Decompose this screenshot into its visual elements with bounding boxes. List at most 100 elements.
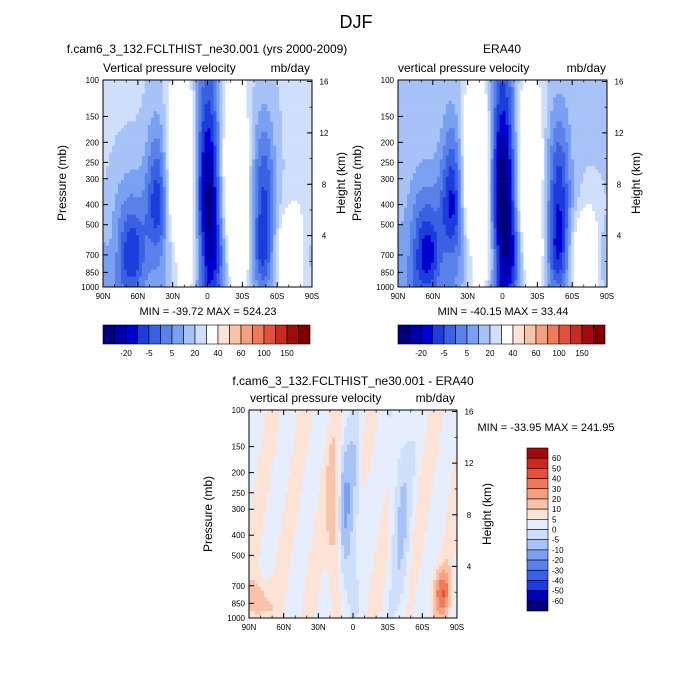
panel-model-cell: [228, 249, 232, 253]
panel-model-cell: [300, 221, 304, 226]
panel-era40-cell: [475, 104, 479, 108]
panel-model-cell: [177, 107, 181, 112]
panel-model-cell: [156, 114, 161, 119]
panel-model-cell: [103, 128, 107, 133]
panel-model-cell: [246, 197, 250, 202]
panel-model-cell: [201, 124, 205, 129]
panel-model-cell: [243, 283, 247, 288]
panel-model-cell: [234, 124, 238, 129]
panel-era40-cell: [487, 104, 491, 108]
panel-model-cell: [255, 197, 259, 202]
panel-model-cell: [168, 207, 172, 212]
panel-model-cell: [171, 266, 175, 271]
panel-model-cell: [237, 190, 241, 195]
panel-era40-cell: [484, 107, 488, 112]
panel-model-cell: [216, 269, 220, 274]
panel-model-cell: [111, 135, 116, 139]
panel-model-cell: [135, 259, 140, 264]
panel-model-cell: [126, 259, 131, 264]
panel-model-cell: [255, 280, 259, 284]
panel-model-cell: [276, 90, 280, 95]
panel-model-cell: [267, 242, 271, 246]
panel-model-cell: [192, 114, 196, 119]
panel-model-cell: [135, 218, 140, 222]
panel-model-cell: [156, 80, 161, 84]
panel-model-cell: [213, 252, 217, 257]
panel-era40-cell: [484, 111, 488, 115]
panel-era40-cell: [514, 90, 518, 95]
panel-model-cell: [288, 166, 292, 170]
panel-era40-cell: [595, 100, 599, 105]
panel-model-cell: [300, 231, 304, 236]
panel-model-cell: [153, 97, 158, 101]
panel-model-cell: [162, 193, 166, 198]
panel-model-cell: [267, 104, 271, 108]
panel-model-cell: [177, 121, 181, 126]
panel-model-cell: [204, 252, 208, 257]
panel-era40-cell: [433, 97, 438, 101]
panel-model-cell: [147, 169, 152, 174]
panel-model-cell: [168, 283, 172, 288]
panel-era40-cell: [559, 100, 563, 105]
panel-model-cell: [282, 259, 286, 264]
panel-model-cell: [141, 131, 146, 136]
panel-era40-cell: [547, 107, 551, 112]
panel-model-cell: [174, 142, 178, 146]
panel-model-cell: [204, 193, 208, 198]
panel-model-cell: [189, 111, 193, 115]
panel-model-cell: [255, 238, 259, 243]
panel-model-cell: [213, 121, 217, 126]
panel-model-cell: [138, 211, 143, 215]
panel-model-cell: [171, 131, 175, 136]
panel-era40-cell: [541, 93, 545, 98]
panel-era40-cell: [457, 97, 461, 101]
panel-model-cell: [258, 169, 262, 174]
panel-model-cell: [288, 255, 292, 260]
panel-model-cell: [114, 162, 119, 167]
panel-model-cell: [249, 211, 253, 215]
panel-model-cell: [147, 211, 152, 215]
panel-model-cell: [123, 104, 128, 108]
panel-model-cell: [129, 152, 134, 157]
panel-model-cell: [300, 283, 304, 288]
panel-model-cell: [297, 104, 301, 108]
panel-model-cell: [264, 114, 268, 119]
panel-model-cell: [270, 214, 274, 219]
panel-model-cell: [168, 135, 172, 139]
panel-model-cell: [198, 128, 202, 133]
panel-model-cell: [105, 83, 110, 88]
panel-model-cell: [103, 138, 107, 143]
panel-era40-cell: [568, 104, 572, 108]
panel-model-cell: [267, 245, 271, 250]
panel-model-cell: [228, 207, 232, 212]
panel-model-cell: [171, 124, 175, 129]
panel-model-cell: [231, 262, 235, 267]
panel-model-cell: [198, 162, 202, 167]
panel-model-cell: [285, 190, 289, 195]
panel-model-cell: [186, 190, 190, 195]
panel-model-cell: [222, 131, 226, 136]
panel-model-cell: [294, 262, 298, 267]
panel-model-cell: [258, 107, 262, 112]
panel-model-cell: [201, 214, 205, 219]
panel-model-cell: [303, 93, 307, 98]
panel-model-cell: [186, 259, 190, 264]
panel-model-cell: [171, 180, 175, 184]
panel-model-cell: [231, 200, 235, 205]
panel-model-cell: [294, 207, 298, 212]
panel-model-cell: [222, 121, 226, 126]
panel-model-cell: [246, 180, 250, 184]
panel-era40-cell: [475, 86, 479, 91]
panel-model-cell: [159, 207, 164, 212]
panel-model-cell: [261, 100, 265, 105]
panel-model-cell: [114, 142, 119, 146]
panel-model-cell: [189, 104, 193, 108]
panel-model-cell: [249, 273, 253, 277]
panel-model-cell: [249, 255, 253, 260]
panel-model-cell: [147, 114, 152, 119]
panel-model-cell: [159, 235, 164, 239]
panel-model-cell: [240, 176, 244, 181]
panel-model-cell: [243, 173, 247, 177]
panel-model-cell: [297, 152, 301, 157]
panel-model-cell: [186, 183, 190, 188]
